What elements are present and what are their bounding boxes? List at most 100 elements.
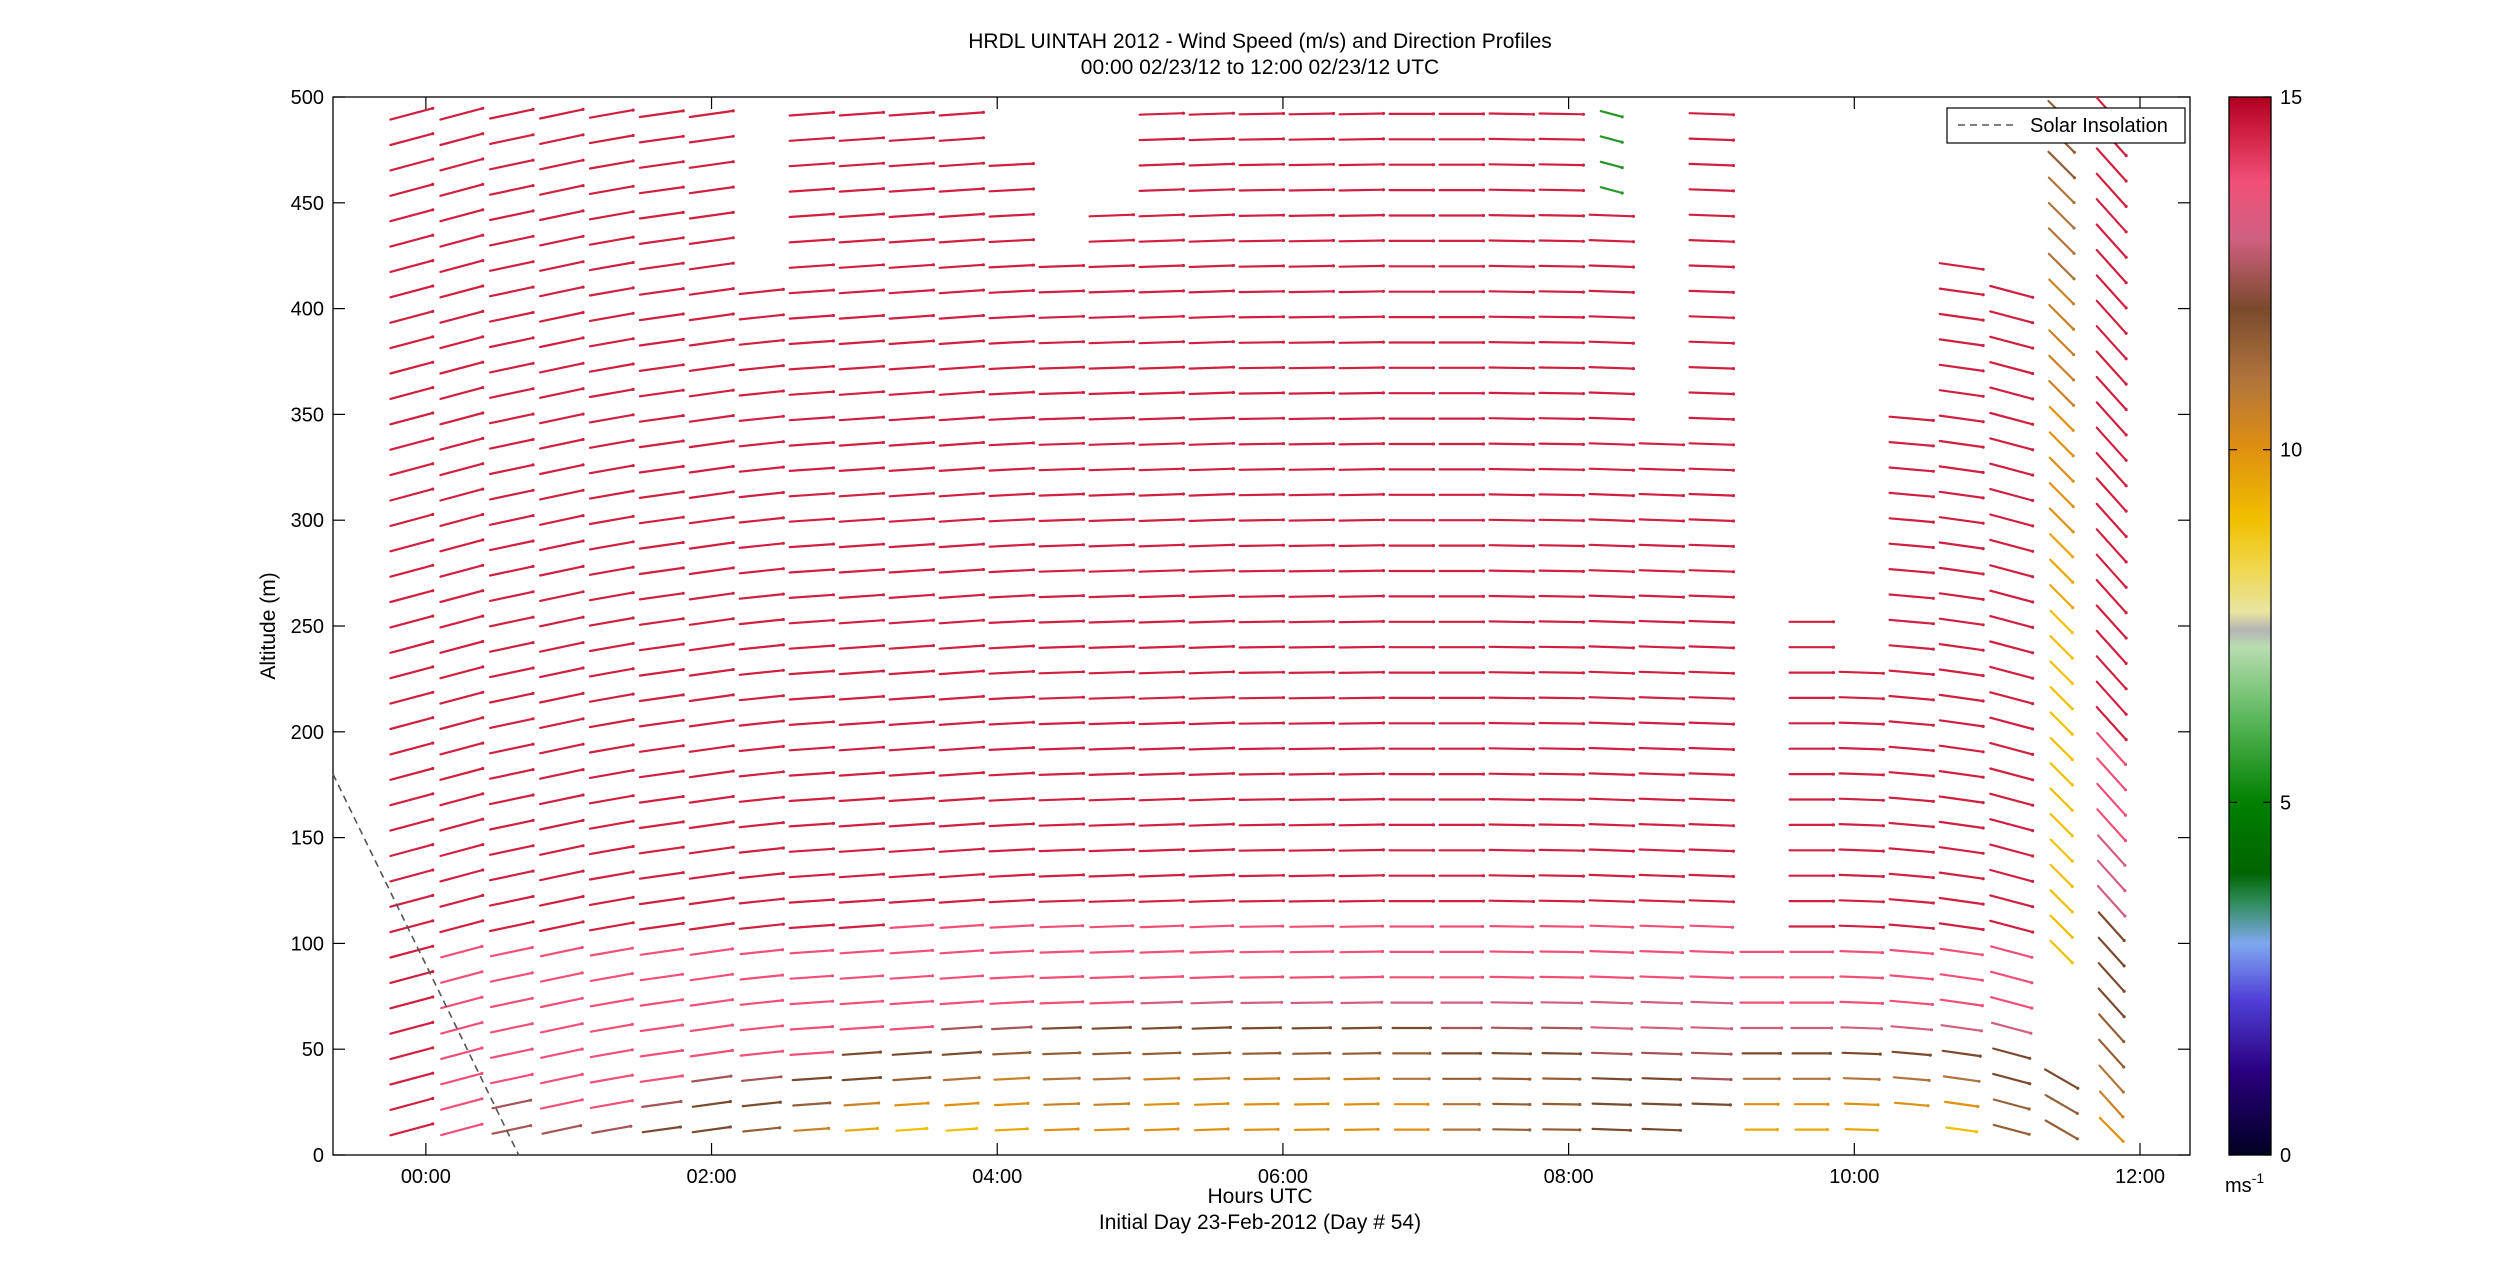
wind-barb — [589, 1023, 634, 1033]
wind-barb-head — [1728, 1103, 1732, 1107]
wind-barb-head — [529, 1124, 533, 1128]
wind-barb-head — [2071, 327, 2076, 331]
wind-barb-head — [1131, 898, 1135, 902]
wind-barb-head — [1031, 365, 1035, 369]
wind-barb-head — [1431, 671, 1435, 675]
wind-barb-head — [1931, 672, 1935, 677]
wind-barb-head — [1431, 797, 1435, 802]
wind-barb — [2097, 936, 2126, 968]
wind-barb — [2098, 1116, 2125, 1143]
wind-barb — [1539, 975, 1584, 979]
wind-barb-head — [1231, 137, 1235, 141]
wind-barb-head — [1431, 391, 1435, 395]
wind-barb-head — [431, 208, 435, 212]
wind-barb — [439, 614, 484, 629]
wind-barb-head — [531, 615, 535, 619]
wind-barb — [1288, 823, 1335, 827]
wind-barb — [940, 1025, 983, 1031]
wind-barb-head — [1231, 873, 1235, 877]
wind-barb-head — [1581, 188, 1585, 193]
wind-barb — [1888, 796, 1935, 803]
wind-barb-head — [1181, 390, 1185, 395]
wind-barb-head — [1131, 873, 1135, 877]
wind-barb — [2049, 838, 2074, 863]
wind-barb — [1539, 950, 1584, 954]
wind-barb-head — [1981, 521, 1985, 525]
wind-barb — [1038, 467, 1085, 472]
wind-barb — [1138, 721, 1185, 726]
wind-barb — [1688, 746, 1735, 751]
wind-barb-head — [431, 970, 435, 974]
wind-barb-head — [431, 766, 435, 771]
wind-barb-head — [880, 974, 885, 978]
wind-barb — [2047, 227, 2076, 255]
wind-barb-head — [2030, 955, 2034, 959]
wind-barb-head — [1729, 1077, 1733, 1082]
wind-barb-head — [481, 919, 485, 923]
wind-barb-head — [1931, 901, 1935, 905]
wind-barb-head — [981, 339, 986, 343]
wind-barb-head — [631, 768, 635, 772]
wind-barb — [1688, 289, 1735, 294]
x-tick-label: 06:00 — [1258, 1166, 1308, 1188]
wind-barb — [1688, 543, 1735, 548]
wind-barb — [1288, 467, 1335, 471]
wind-barb — [1839, 949, 1884, 954]
wind-barb — [1888, 669, 1935, 676]
wind-barb-head — [1181, 137, 1185, 141]
wind-barb-head — [1478, 1077, 1482, 1081]
wind-barb-head — [680, 1023, 685, 1027]
wind-barb-head — [1681, 900, 1685, 904]
wind-barb — [788, 111, 835, 117]
wind-barb — [1942, 1075, 1981, 1083]
wind-barb-head — [981, 161, 986, 165]
wind-barb — [1243, 1102, 1280, 1106]
wind-barb — [1638, 594, 1685, 599]
wind-barb — [1989, 691, 2034, 705]
wind-barb — [938, 162, 985, 168]
wind-barb — [688, 617, 735, 626]
wind-barb-head — [1731, 747, 1735, 752]
wind-barb-head — [531, 666, 535, 670]
wind-barb — [2048, 329, 2075, 356]
wind-barb-head — [1930, 977, 1934, 981]
wind-barb-head — [1231, 797, 1235, 801]
wind-barb — [489, 286, 535, 298]
wind-barb-head — [1231, 594, 1235, 598]
wind-barb-head — [481, 208, 485, 212]
wind-barb-head — [1331, 467, 1335, 471]
wind-barb-head — [731, 337, 735, 341]
wind-barb — [638, 186, 685, 195]
wind-barb-head — [1431, 467, 1435, 471]
wind-barb-head — [1431, 315, 1435, 319]
wind-barb — [988, 746, 1035, 752]
wind-barb — [989, 1000, 1034, 1005]
wind-barb-head — [1581, 849, 1585, 853]
wind-barb-head — [1331, 772, 1335, 776]
wind-barb — [1488, 721, 1535, 725]
wind-barb — [891, 1050, 932, 1056]
wind-barb-head — [1181, 314, 1185, 318]
wind-barb — [1239, 950, 1284, 954]
wind-barb — [1338, 163, 1385, 167]
wind-barb — [1288, 214, 1335, 217]
wind-barb — [1238, 163, 1285, 167]
wind-barb-head — [480, 1122, 484, 1126]
wind-barb-head — [1681, 798, 1685, 802]
wind-barb-head — [1581, 772, 1585, 777]
wind-barb-head — [881, 313, 886, 318]
wind-barb — [888, 593, 935, 600]
y-axis-label: Altitude (m) — [257, 572, 280, 679]
wind-barb-head — [631, 794, 635, 798]
wind-barb-head — [1181, 238, 1185, 242]
wind-barb — [389, 335, 434, 350]
wind-barb-head — [1281, 391, 1285, 395]
wind-barb-head — [1181, 416, 1185, 420]
wind-barb — [389, 1046, 434, 1061]
wind-barb — [1838, 772, 1885, 777]
wind-barb-head — [1031, 796, 1035, 801]
wind-barb-head — [681, 261, 685, 265]
wind-barb-head — [931, 237, 936, 241]
wind-barb — [1838, 924, 1885, 929]
wind-barb — [738, 694, 785, 702]
